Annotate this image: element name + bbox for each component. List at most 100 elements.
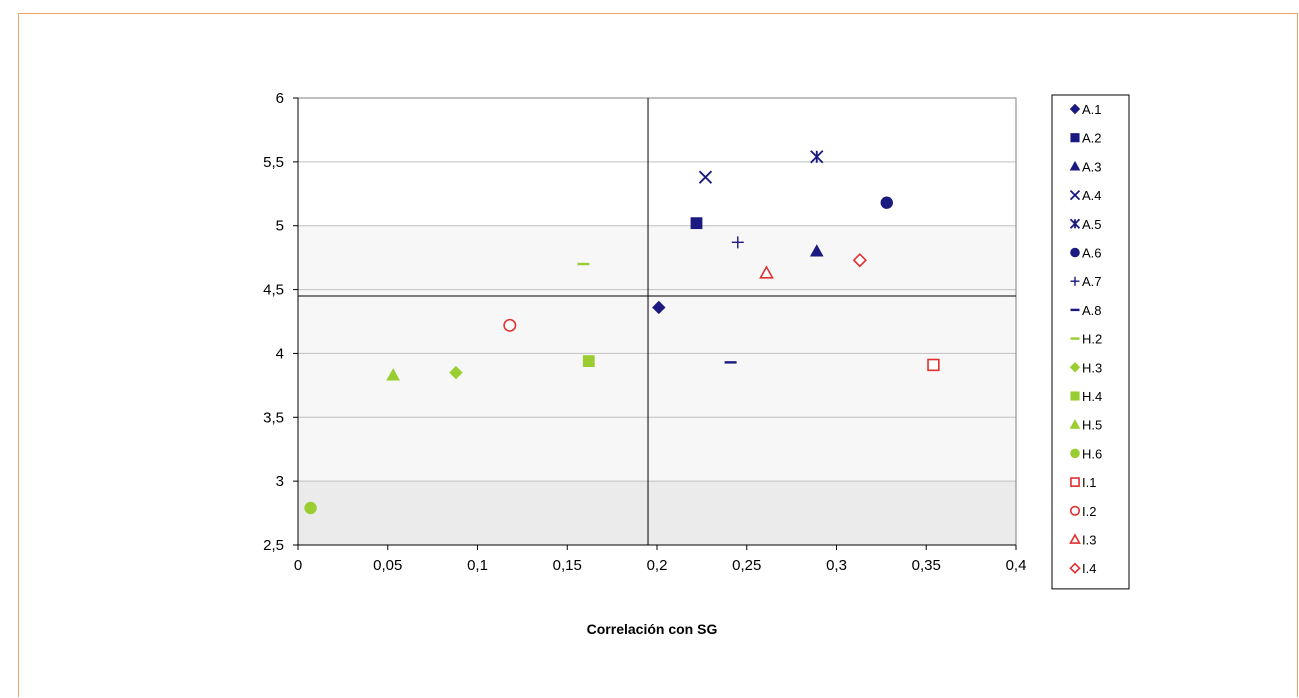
legend-label: I.4 <box>1082 561 1096 576</box>
x-tick-label: 0,1 <box>467 557 488 574</box>
legend-label: H.4 <box>1082 389 1102 404</box>
legend-marker-a-3 <box>1069 160 1081 171</box>
legend-label: H.2 <box>1082 332 1102 347</box>
legend-label: A.1 <box>1082 102 1102 117</box>
point-i-3 <box>759 265 774 279</box>
legend-marker-a-7-shape <box>1070 276 1080 286</box>
point-h-3-shape <box>449 365 463 380</box>
x-tick-label: 0,05 <box>373 557 402 574</box>
point-h-3 <box>449 365 463 380</box>
point-a-6 <box>880 196 893 209</box>
legend-marker-h-3-shape <box>1069 362 1081 373</box>
x-tick-label: 0,15 <box>553 557 582 574</box>
point-a-1 <box>652 300 666 315</box>
legend-marker-i-2-shape <box>1069 505 1081 516</box>
legend: A.1 A.2 A.3 A.4 A.5 A.6 A.7 A.8 H.2 H.3 H.4 H.5 H.6 I… <box>1051 94 1130 590</box>
x-tick-label: 0,25 <box>732 557 761 574</box>
legend-marker-h-4 <box>1070 391 1080 401</box>
point-a-3 <box>809 244 824 257</box>
point-i-4 <box>852 253 867 268</box>
point-h-6-shape <box>304 501 317 515</box>
point-h-4 <box>582 355 595 367</box>
legend-label: A.6 <box>1082 246 1102 261</box>
point-a-3-shape <box>809 244 824 257</box>
y-tick-label: 5,5 <box>263 154 284 171</box>
point-i-2-shape <box>503 318 517 332</box>
legend-marker-a-6-shape <box>1070 247 1080 258</box>
point-h-5 <box>386 368 400 381</box>
legend-label: I.3 <box>1082 533 1096 548</box>
x-tick-label: 0,3 <box>826 557 847 574</box>
legend-marker-i-4-shape <box>1069 562 1081 574</box>
point-a-7-shape <box>731 236 744 249</box>
legend-marker-a-6 <box>1070 247 1080 258</box>
legend-label: A.4 <box>1082 188 1102 203</box>
point-a-2-shape <box>690 217 703 230</box>
legend-marker-a-7 <box>1070 276 1080 286</box>
point-i-4-shape <box>852 253 867 268</box>
legend-marker-a-5 <box>1069 218 1081 229</box>
legend-marker-i-3 <box>1069 533 1081 544</box>
background-band-0 <box>298 481 1016 545</box>
background-bands <box>298 225 1016 545</box>
legend-marker-a-1-shape <box>1069 103 1081 115</box>
point-h-4-shape <box>582 355 595 367</box>
legend-marker-a-5-shape <box>1069 218 1081 229</box>
y-tick-label: 6 <box>276 90 284 107</box>
legend-marker-i-1-shape <box>1070 477 1080 487</box>
legend-marker-h-5-shape <box>1069 419 1081 429</box>
legend-label: A.8 <box>1082 303 1102 318</box>
y-tick-label: 4 <box>276 345 284 362</box>
legend-label: I.2 <box>1082 504 1096 519</box>
point-a-5-shape <box>810 150 824 164</box>
x-tick-labels: 0 0,05 0,1 0,15 0,2 0,25 0,3 0,35 0,4 <box>294 545 1026 574</box>
x-tick-label: 0,2 <box>647 557 668 574</box>
legend-marker-h-5 <box>1069 419 1081 429</box>
chart-frame <box>18 13 1298 697</box>
point-h-6 <box>304 501 317 515</box>
legend-marker-h-4-shape <box>1070 391 1080 401</box>
point-a-6-shape <box>880 196 893 209</box>
legend-label: A.5 <box>1082 217 1102 232</box>
x-tick-label: 0,35 <box>912 557 941 574</box>
y-tick-label: 5 <box>276 218 284 235</box>
legend-label: A.7 <box>1082 274 1102 289</box>
point-a-7 <box>731 236 744 249</box>
y-tick-label: 3 <box>276 473 284 490</box>
x-tick-label: 0 <box>294 557 302 574</box>
point-a-1-shape <box>652 300 666 315</box>
legend-marker-a-2-shape <box>1070 133 1080 143</box>
legend-marker-a-3-shape <box>1069 160 1081 171</box>
point-i-1-shape <box>927 358 940 372</box>
y-tick-label: 4,5 <box>263 282 284 299</box>
point-i-1 <box>927 358 940 372</box>
legend-marker-i-2 <box>1069 505 1081 516</box>
point-a-4-shape <box>698 170 713 184</box>
legend-marker-i-1 <box>1070 477 1080 487</box>
legend-marker-h-6-shape <box>1070 448 1080 459</box>
point-h-5-shape <box>386 368 400 381</box>
legend-marker-a-4-shape <box>1069 189 1081 201</box>
legend-label: A.3 <box>1082 159 1102 174</box>
point-a-4 <box>698 170 713 184</box>
legend-marker-i-4 <box>1069 562 1081 574</box>
x-axis-title: Correlación con SG <box>587 621 718 637</box>
legend-label: H.6 <box>1082 446 1102 461</box>
y-tick-label: 2,5 <box>263 537 284 554</box>
y-tick-label: 3,5 <box>263 409 284 426</box>
legend-box <box>1051 94 1130 590</box>
legend-marker-a-4 <box>1069 189 1081 201</box>
legend-marker-a-2 <box>1070 133 1080 143</box>
legend-marker-a-1 <box>1069 103 1081 115</box>
reference-lines <box>298 98 1016 545</box>
legend-label: H.5 <box>1082 418 1102 433</box>
point-i-2 <box>503 318 517 332</box>
legend-marker-h-3 <box>1069 362 1081 373</box>
point-i-3-shape <box>759 265 774 279</box>
y-tick-labels: 2,5 3 3,5 4 4,5 5 5,5 6 <box>263 90 298 554</box>
point-a-5 <box>810 150 824 164</box>
legend-label: I.1 <box>1082 475 1096 490</box>
gridlines <box>298 161 1016 482</box>
data-points <box>304 150 940 515</box>
